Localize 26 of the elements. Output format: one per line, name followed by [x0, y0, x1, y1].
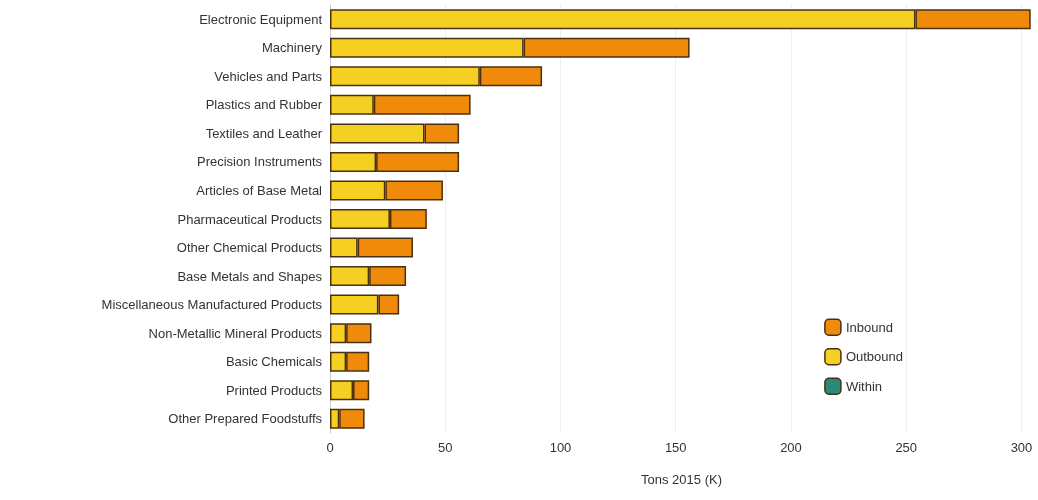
legend-label: Within: [845, 378, 883, 394]
x-tick-label: 200: [780, 440, 802, 455]
y-tick-label: Non-Metallic Mineral Products: [148, 325, 323, 341]
x-axis-title: Tons 2015 (K): [641, 472, 722, 487]
y-tick-label: Basic Chemicals: [225, 354, 323, 370]
legend-label: Outbound: [845, 349, 904, 365]
y-tick-label: Machinery: [262, 40, 323, 56]
y-tick-label: Electronic Equipment: [199, 11, 323, 27]
x-tick-label: 150: [664, 440, 687, 455]
y-tick-label: Other Chemical Products: [176, 240, 323, 256]
y-tick-label: Plastics and Rubber: [205, 97, 323, 113]
x-tick-label: 0: [326, 440, 334, 455]
y-tick-label: Vehicles and Parts: [214, 68, 323, 84]
x-tick-label: 250: [895, 440, 918, 455]
y-tick-label: Miscellaneous Manufactured Products: [101, 297, 323, 313]
y-tick-label: Precision Instruments: [197, 154, 323, 170]
y-tick-label: Articles of Base Metal: [196, 182, 323, 198]
y-tick-label: Pharmaceutical Products: [177, 211, 323, 227]
y-tick-label: Base Metals and Shapes: [177, 268, 323, 284]
legend-label: Inbound: [845, 319, 893, 335]
x-tick-label: 50: [438, 440, 453, 455]
y-tick-label: Printed Products: [225, 382, 323, 398]
y-tick-label: Other Prepared Foodstuffs: [168, 411, 323, 427]
x-tick-label: 100: [549, 440, 572, 455]
y-tick-label: Textiles and Leather: [205, 125, 323, 141]
x-tick-label: 300: [1010, 440, 1033, 455]
